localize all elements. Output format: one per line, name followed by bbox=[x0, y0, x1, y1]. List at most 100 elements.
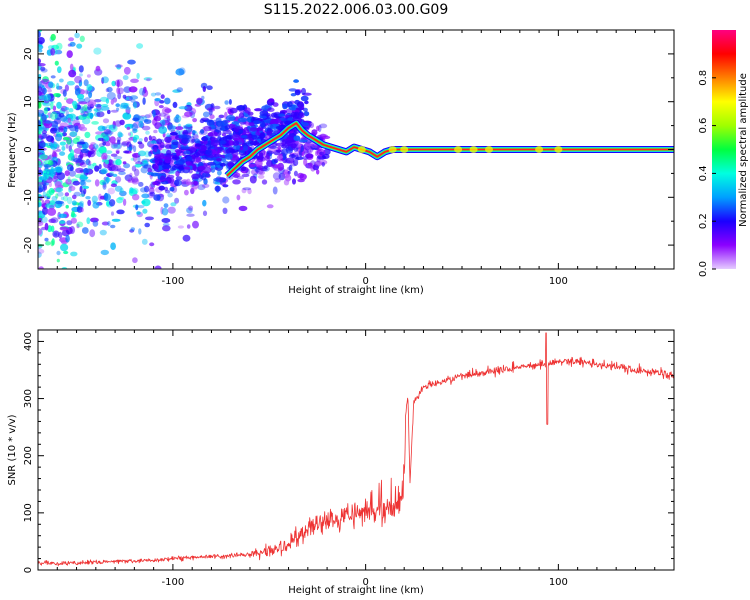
heatmap-cell bbox=[133, 134, 140, 140]
heatmap-cell bbox=[136, 211, 141, 215]
colorbar-tick-label: 0.2 bbox=[698, 213, 709, 229]
heatmap-cell bbox=[132, 101, 140, 108]
ridge-knot bbox=[485, 146, 493, 153]
heatmap-cell bbox=[52, 230, 60, 238]
heatmap-cell bbox=[188, 205, 194, 211]
heatmap-cell bbox=[96, 111, 105, 118]
heatmap-cell bbox=[126, 146, 133, 151]
heatmap-cell bbox=[129, 95, 139, 100]
heatmap-cell bbox=[103, 136, 110, 142]
heatmap-cell bbox=[202, 111, 210, 118]
heatmap-cell bbox=[210, 139, 221, 147]
heatmap-cell bbox=[69, 166, 74, 172]
heatmap-cell bbox=[214, 126, 222, 133]
heatmap-cell bbox=[224, 153, 233, 160]
heatmap-cell bbox=[41, 87, 47, 95]
heatmap-cell bbox=[275, 125, 284, 130]
heatmap-cell bbox=[198, 145, 208, 152]
heatmap-cell bbox=[141, 89, 149, 97]
heatmap-cell bbox=[273, 158, 279, 163]
heatmap-cell bbox=[38, 126, 43, 132]
heatmap-cell bbox=[290, 163, 296, 167]
heatmap-cell bbox=[127, 132, 132, 136]
heatmap-cell bbox=[59, 141, 66, 146]
heatmap-cell bbox=[97, 137, 105, 142]
heatmap-cell bbox=[183, 150, 191, 155]
heatmap-cell bbox=[294, 99, 301, 105]
heatmap-cell bbox=[94, 165, 100, 172]
heatmap-cell bbox=[49, 168, 56, 177]
snr-y-ticks: 0 100 200 300 400 bbox=[23, 329, 674, 573]
heatmap-cell bbox=[177, 225, 184, 229]
heatmap-cell bbox=[162, 225, 171, 232]
heatmap-cell bbox=[91, 121, 99, 125]
heatmap-cell bbox=[55, 193, 59, 199]
heatmap-cell bbox=[51, 238, 55, 246]
heatmap-cell bbox=[159, 100, 165, 104]
heatmap-cell bbox=[59, 220, 66, 224]
heatmap-cell bbox=[130, 99, 136, 103]
heatmap-cell bbox=[38, 217, 42, 221]
heatmap-cell bbox=[44, 237, 49, 242]
heatmap-cell bbox=[82, 167, 90, 174]
heatmap-cell bbox=[149, 191, 156, 197]
heatmap-cell bbox=[44, 222, 49, 231]
heatmap-cell bbox=[200, 82, 208, 89]
heatmap-cell bbox=[145, 130, 150, 135]
heatmap-cell bbox=[171, 156, 181, 160]
heatmap-cell bbox=[314, 161, 323, 167]
heatmap-cell bbox=[208, 108, 213, 116]
heatmap-cell bbox=[236, 194, 241, 201]
heatmap-cell bbox=[64, 97, 68, 101]
heatmap-cell bbox=[68, 185, 76, 191]
heatmap-cell bbox=[85, 158, 91, 166]
heatmap-cell bbox=[123, 150, 130, 154]
heatmap-cell bbox=[157, 113, 162, 117]
snr-background bbox=[38, 330, 674, 570]
heatmap-cell bbox=[92, 220, 99, 227]
heatmap-cell bbox=[51, 195, 58, 202]
heatmap-cell bbox=[134, 168, 140, 177]
heatmap-cell bbox=[151, 172, 159, 177]
heatmap-cell bbox=[229, 107, 238, 114]
heatmap-cell bbox=[114, 79, 124, 87]
heatmap-cell bbox=[115, 176, 122, 183]
heatmap-cell bbox=[115, 149, 120, 154]
heatmap-cell bbox=[116, 136, 122, 142]
heatmap-cell bbox=[66, 80, 75, 86]
heatmap-cell bbox=[68, 37, 74, 42]
heatmap-cell bbox=[202, 172, 210, 178]
heatmap-cell bbox=[100, 167, 108, 174]
heatmap-cell bbox=[114, 185, 123, 192]
heatmap-cell bbox=[198, 165, 206, 171]
heatmap-cell bbox=[129, 187, 134, 194]
heatmap-cell bbox=[69, 125, 77, 132]
heatmap-cell bbox=[305, 142, 311, 150]
heatmap-cell bbox=[143, 159, 148, 164]
heatmap-cell bbox=[116, 64, 122, 70]
heatmap-cell bbox=[54, 181, 62, 189]
heatmap-cell bbox=[222, 184, 229, 188]
heatmap-cell bbox=[241, 188, 247, 194]
heatmap-cell bbox=[87, 151, 92, 158]
heatmap-cell bbox=[41, 78, 50, 84]
heatmap-cell bbox=[258, 174, 265, 179]
heatmap-cell bbox=[225, 114, 236, 122]
heatmap-cell bbox=[241, 166, 247, 172]
heatmap-cell bbox=[138, 87, 146, 96]
heatmap-cell bbox=[190, 187, 195, 195]
heatmap-cell bbox=[74, 88, 81, 96]
heatmap-cell bbox=[164, 108, 172, 113]
snr-x-axis-label: Height of straight line (km) bbox=[288, 585, 424, 596]
heatmap-cell bbox=[240, 149, 245, 154]
heatmap-cell bbox=[130, 227, 135, 232]
heatmap-cell bbox=[184, 189, 189, 196]
heatmap-cell bbox=[55, 187, 63, 193]
heatmap-cell bbox=[153, 129, 158, 134]
heatmap-cell bbox=[107, 187, 116, 195]
heatmap-cell bbox=[169, 187, 175, 192]
heatmap-cell bbox=[282, 103, 288, 110]
heatmap-cell bbox=[72, 194, 77, 200]
heatmap-cell bbox=[192, 165, 197, 171]
